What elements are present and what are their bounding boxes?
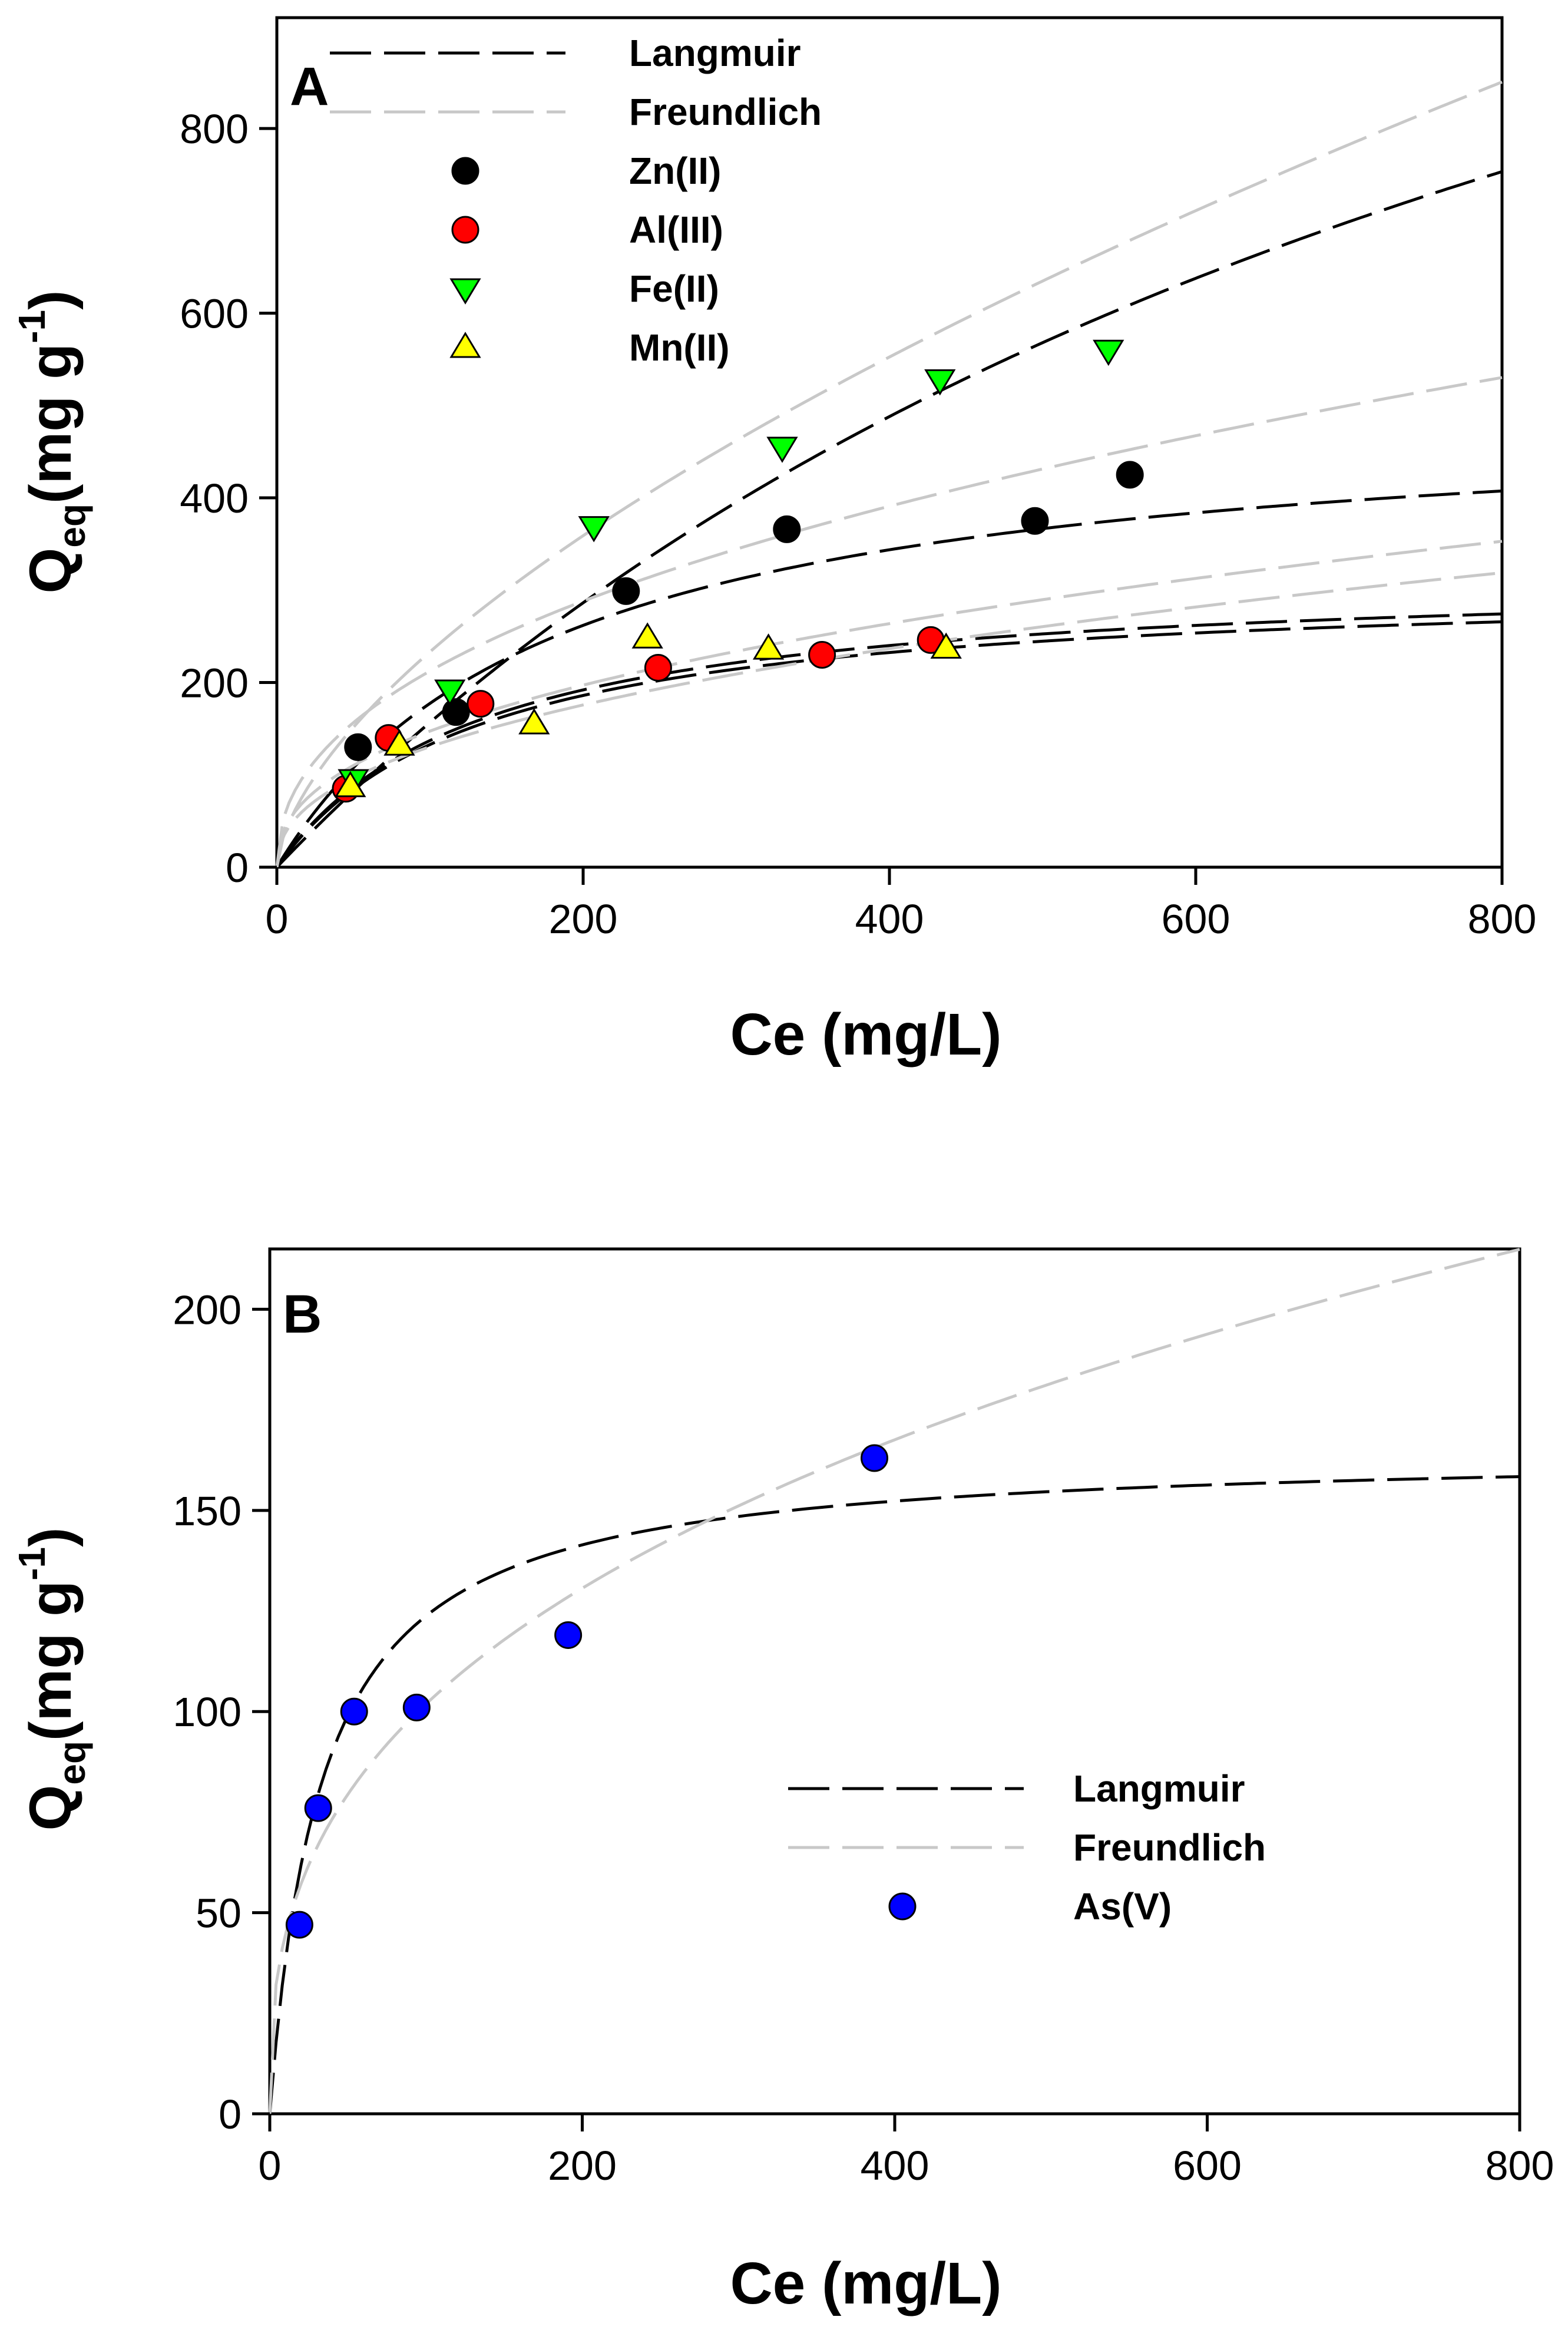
legend-a-mn-label: Mn(II)	[629, 326, 730, 369]
y-tick-label: 200	[173, 1287, 242, 1333]
legend-b-freundlich-label: Freundlich	[1073, 1826, 1266, 1869]
panel-b-label: B	[283, 1284, 322, 1344]
data-point-mnii	[631, 622, 663, 649]
panel-a-plot-frame	[275, 16, 1504, 869]
x-tick-label: 600	[1162, 896, 1230, 942]
panel-a-axis-ticks: 0 200 400 600 800 0 200 400 600 800	[180, 106, 1536, 942]
freundlich-fit-asv	[268, 1248, 1520, 2114]
data-point-mnii	[752, 633, 785, 660]
x-tick-label: 0	[266, 896, 289, 942]
panel-b-plot-frame	[268, 1247, 1521, 2116]
langmuir-fit-aliii	[275, 612, 1503, 868]
legend-b-as-marker	[888, 1892, 917, 1921]
legend-a-freundlich-label: Freundlich	[629, 91, 822, 133]
panel-b-y-axis-label: Qeq(mg g-1)	[11, 1528, 93, 1831]
panel-a-fit-curves	[275, 80, 1503, 868]
freundlich-fit-mnii	[275, 571, 1503, 868]
legend-b-langmuir-label: Langmuir	[1073, 1767, 1245, 1810]
x-tick-label: 0	[259, 2143, 282, 2189]
panel-a-legend: Langmuir Freundlich Zn(II) Al(III) Fe(II…	[330, 32, 822, 369]
x-tick-label: 400	[861, 2143, 929, 2189]
data-point-aliii	[808, 641, 836, 669]
y-tick-label: 0	[226, 845, 249, 891]
y-tick-label: 100	[173, 1689, 242, 1735]
legend-a-mn-marker	[449, 332, 481, 358]
panel-a-data-points	[332, 339, 1144, 803]
data-point-znii	[773, 515, 801, 543]
freundlich-fit-feii	[275, 80, 1503, 868]
data-point-asv	[554, 1621, 583, 1649]
y-tick-label: 800	[180, 106, 249, 152]
data-point-asv	[285, 1911, 313, 1939]
panel-b-legend: Langmuir Freundlich As(V)	[788, 1767, 1266, 1928]
data-point-mnii	[930, 632, 962, 659]
data-point-znii	[442, 698, 470, 726]
data-point-znii	[344, 733, 372, 761]
data-point-asv	[402, 1693, 431, 1721]
data-point-asv	[304, 1794, 332, 1822]
panel-b-data-points	[285, 1444, 889, 1939]
legend-a-al-marker	[451, 216, 479, 244]
data-point-feii	[1093, 339, 1124, 366]
panel-a-label: A	[290, 57, 329, 117]
y-tick-label: 0	[219, 2091, 242, 2137]
data-point-aliii	[467, 690, 495, 718]
panel-a-y-axis-label: Qeq(mg g-1)	[11, 290, 93, 594]
data-point-feii	[578, 516, 610, 543]
panel-a-chart: 0 200 400 600 800 0 200 400 600 800 A Langmuir Fr…	[11, 16, 1536, 1067]
x-tick-label: 200	[548, 2143, 617, 2189]
legend-a-langmuir-label: Langmuir	[629, 32, 801, 74]
data-point-znii	[612, 577, 640, 605]
panel-b-x-axis-label: Ce (mg/L)	[730, 2250, 1001, 2316]
y-tick-label: 400	[180, 475, 249, 521]
y-tick-label: 200	[180, 660, 249, 706]
legend-a-fe-label: Fe(II)	[629, 267, 719, 310]
freundlich-fit-znii	[275, 376, 1503, 868]
y-tick-label: 600	[180, 291, 249, 337]
legend-a-al-label: Al(III)	[629, 209, 723, 251]
data-point-mnii	[518, 708, 550, 735]
langmuir-fit-mnii	[275, 620, 1503, 868]
legend-a-fe-marker	[449, 278, 481, 305]
langmuir-fit-asv	[268, 1475, 1520, 2114]
data-point-mnii	[335, 771, 366, 798]
data-point-znii	[1021, 507, 1049, 535]
panel-b-chart: 0 200 400 600 800 0 50 100 150 200 B Langmuir Fre…	[11, 1247, 1554, 2316]
data-point-znii	[1116, 461, 1144, 489]
data-point-asv	[861, 1444, 889, 1472]
legend-a-zn-label: Zn(II)	[629, 150, 721, 192]
data-point-aliii	[644, 653, 672, 682]
panel-a-x-axis-label: Ce (mg/L)	[730, 1002, 1001, 1067]
y-tick-label: 150	[173, 1488, 242, 1534]
data-point-feii	[924, 369, 956, 396]
data-point-feii	[434, 679, 466, 706]
x-tick-label: 800	[1486, 2143, 1554, 2189]
x-tick-label: 200	[549, 896, 618, 942]
langmuir-fit-feii	[276, 170, 1503, 868]
data-point-mnii	[383, 729, 415, 756]
x-tick-label: 800	[1468, 896, 1537, 942]
x-tick-label: 600	[1173, 2143, 1242, 2189]
panel-b-axis-ticks: 0 200 400 600 800 0 50 100 150 200	[173, 1287, 1554, 2189]
legend-a-zn-marker	[451, 157, 479, 185]
panel-b-fit-curves	[268, 1248, 1520, 2114]
data-point-feii	[766, 437, 798, 463]
y-tick-label: 50	[196, 1891, 242, 1936]
x-tick-label: 400	[855, 896, 924, 942]
langmuir-fit-znii	[275, 489, 1503, 868]
data-point-asv	[340, 1697, 368, 1726]
legend-b-as-label: As(V)	[1073, 1885, 1172, 1928]
